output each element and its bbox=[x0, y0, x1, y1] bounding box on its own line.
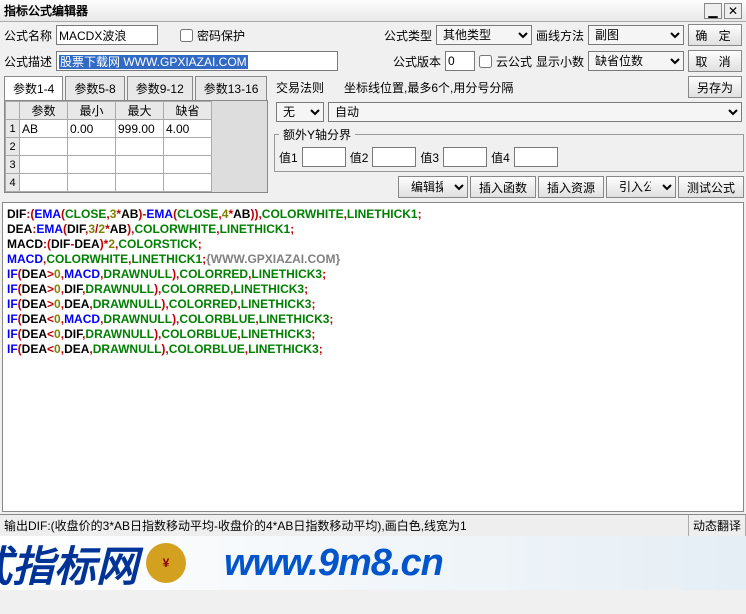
v1-input[interactable] bbox=[302, 147, 346, 167]
logo-icon: ¥ bbox=[146, 543, 186, 583]
decimal-select[interactable]: 缺省位数 bbox=[588, 51, 684, 71]
param-tab-3[interactable]: 参数13-16 bbox=[195, 76, 268, 100]
cloud-checkbox[interactable] bbox=[479, 55, 492, 68]
param-cell[interactable] bbox=[68, 174, 115, 191]
param-cell[interactable] bbox=[68, 120, 115, 137]
desc-input[interactable]: 股票下载网 WWW.GPXIAZAI.COM bbox=[56, 51, 338, 71]
param-cell[interactable] bbox=[20, 174, 67, 191]
test-formula-button[interactable]: 测试公式 bbox=[678, 176, 744, 198]
desc-label: 公式描述 bbox=[4, 53, 52, 70]
watermark: 式指标网 ¥ www.9m8.cn bbox=[0, 536, 746, 590]
coord-select[interactable]: 自动 bbox=[328, 102, 742, 122]
status-bar: 输出DIF:(收盘价的3*AB日指数移动平均-收盘价的4*AB日指数移动平均),… bbox=[0, 514, 746, 536]
param-grid: 参数最小最大缺省1234 bbox=[4, 100, 268, 193]
name-input[interactable] bbox=[56, 25, 158, 45]
param-cell[interactable] bbox=[164, 156, 211, 173]
type-label: 公式类型 bbox=[384, 27, 432, 44]
ref-formula-select[interactable]: 引入公式 bbox=[606, 176, 676, 198]
ok-button[interactable]: 确 定 bbox=[688, 24, 742, 46]
saveas-button[interactable]: 另存为 bbox=[688, 76, 742, 98]
ver-label: 公式版本 bbox=[393, 53, 441, 70]
param-cell[interactable] bbox=[116, 156, 163, 173]
cancel-button[interactable]: 取 消 bbox=[688, 50, 742, 72]
status-text: 输出DIF:(收盘价的3*AB日指数移动平均-收盘价的4*AB日指数移动平均),… bbox=[0, 515, 689, 536]
param-cell[interactable] bbox=[164, 120, 211, 137]
ver-input[interactable] bbox=[445, 51, 475, 71]
cloud-label: 云公式 bbox=[496, 53, 532, 70]
v2-input[interactable] bbox=[372, 147, 416, 167]
close-icon[interactable]: ✕ bbox=[724, 3, 742, 19]
param-tab-2[interactable]: 参数9-12 bbox=[127, 76, 193, 100]
insert-func-button[interactable]: 插入函数 bbox=[470, 176, 536, 198]
v3-input[interactable] bbox=[443, 147, 487, 167]
dyn-trans-label[interactable]: 动态翻译 bbox=[689, 515, 746, 536]
param-cell[interactable] bbox=[20, 156, 67, 173]
pwd-label: 密码保护 bbox=[197, 27, 245, 44]
code-editor[interactable]: DIF:(EMA(CLOSE,3*AB)-EMA(CLOSE,4*AB)),CO… bbox=[2, 202, 744, 512]
param-tab-1[interactable]: 参数5-8 bbox=[65, 76, 124, 100]
param-cell[interactable] bbox=[164, 174, 211, 191]
param-cell[interactable] bbox=[20, 138, 67, 155]
extra-y-group: 额外Y轴分界 值1 值2 值3 值4 bbox=[274, 126, 744, 172]
param-cell[interactable] bbox=[68, 156, 115, 173]
param-tabs: 参数1-4参数5-8参数9-12参数13-16 bbox=[4, 76, 272, 100]
drawmethod-label: 画线方法 bbox=[536, 27, 584, 44]
param-cell[interactable] bbox=[20, 120, 67, 137]
v4-input[interactable] bbox=[514, 147, 558, 167]
param-cell[interactable] bbox=[116, 138, 163, 155]
type-select[interactable]: 其他类型 bbox=[436, 25, 532, 45]
param-cell[interactable] bbox=[68, 138, 115, 155]
name-label: 公式名称 bbox=[4, 27, 52, 44]
minimize-icon[interactable]: ▁ bbox=[704, 3, 722, 19]
rule-label: 交易法则 bbox=[276, 79, 324, 96]
drawmethod-select[interactable]: 副图 bbox=[588, 25, 684, 45]
param-cell[interactable] bbox=[116, 174, 163, 191]
param-cell[interactable] bbox=[164, 138, 211, 155]
window-title: 指标公式编辑器 bbox=[4, 2, 702, 19]
decimal-label: 显示小数 bbox=[536, 53, 584, 70]
edit-op-select[interactable]: 编辑操作 bbox=[398, 176, 468, 198]
rule-select[interactable]: 无 bbox=[276, 102, 324, 122]
pwd-checkbox[interactable] bbox=[180, 29, 193, 42]
param-tab-0[interactable]: 参数1-4 bbox=[4, 76, 63, 100]
coord-hint: 坐标线位置,最多6个,用分号分隔 bbox=[344, 79, 684, 96]
titlebar: 指标公式编辑器 ▁ ✕ bbox=[0, 0, 746, 22]
param-cell[interactable] bbox=[116, 120, 163, 137]
insert-res-button[interactable]: 插入资源 bbox=[538, 176, 604, 198]
